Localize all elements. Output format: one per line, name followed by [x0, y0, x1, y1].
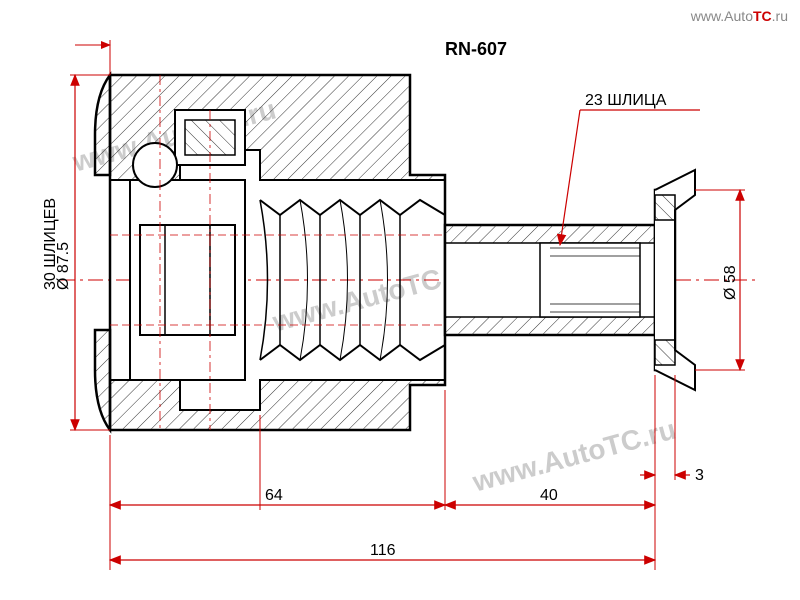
housing-body — [95, 75, 445, 430]
svg-text:64: 64 — [265, 487, 283, 504]
svg-text:40: 40 — [540, 487, 558, 504]
svg-text:23 ШЛИЦА: 23 ШЛИЦА — [585, 92, 667, 109]
svg-text:Ø 87.5: Ø 87.5 — [55, 242, 72, 290]
dim-spline-callout: 23 ШЛИЦА — [560, 92, 700, 245]
drawing-container: www.AutoTC.ru www.AutoTC.ru www.AutoTC.r… — [0, 0, 800, 600]
output-shaft — [445, 170, 695, 390]
part-number-label: RN-607 — [445, 39, 507, 59]
technical-drawing: RN-607 30 ШЛИЦЕВ Ø 87.5 Ø 58 23 ШЛИЦА 64… — [0, 0, 800, 600]
svg-text:3: 3 — [695, 467, 704, 484]
svg-text:116: 116 — [370, 542, 396, 559]
svg-text:Ø 58: Ø 58 — [722, 265, 739, 300]
dim-right-diameter: Ø 58 — [695, 190, 745, 370]
